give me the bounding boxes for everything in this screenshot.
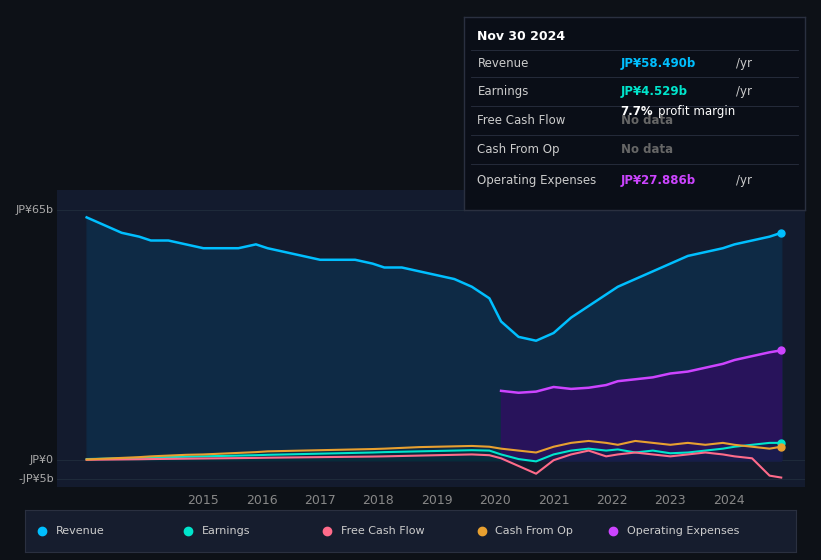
Text: No data: No data — [621, 114, 672, 127]
Text: /yr: /yr — [736, 57, 752, 69]
Text: /yr: /yr — [736, 174, 752, 186]
Text: JP¥65b: JP¥65b — [16, 204, 53, 214]
Text: Nov 30 2024: Nov 30 2024 — [478, 30, 566, 43]
Text: JP¥4.529b: JP¥4.529b — [621, 85, 688, 97]
Text: Earnings: Earnings — [478, 85, 529, 97]
Text: Operating Expenses: Operating Expenses — [626, 526, 739, 535]
Text: /yr: /yr — [736, 85, 752, 97]
Text: -JP¥5b: -JP¥5b — [18, 474, 53, 484]
Text: Cash From Op: Cash From Op — [478, 143, 560, 156]
Text: Free Cash Flow: Free Cash Flow — [341, 526, 424, 535]
Text: Cash From Op: Cash From Op — [495, 526, 573, 535]
Text: 7.7%: 7.7% — [621, 105, 654, 118]
Text: Operating Expenses: Operating Expenses — [478, 174, 597, 186]
Text: JP¥58.490b: JP¥58.490b — [621, 57, 696, 69]
Text: Free Cash Flow: Free Cash Flow — [478, 114, 566, 127]
Text: Revenue: Revenue — [478, 57, 529, 69]
Text: No data: No data — [621, 143, 672, 156]
Text: profit margin: profit margin — [658, 105, 736, 118]
Text: JP¥27.886b: JP¥27.886b — [621, 174, 695, 186]
Text: Revenue: Revenue — [56, 526, 104, 535]
Text: Earnings: Earnings — [202, 526, 250, 535]
Text: JP¥0: JP¥0 — [30, 455, 53, 465]
